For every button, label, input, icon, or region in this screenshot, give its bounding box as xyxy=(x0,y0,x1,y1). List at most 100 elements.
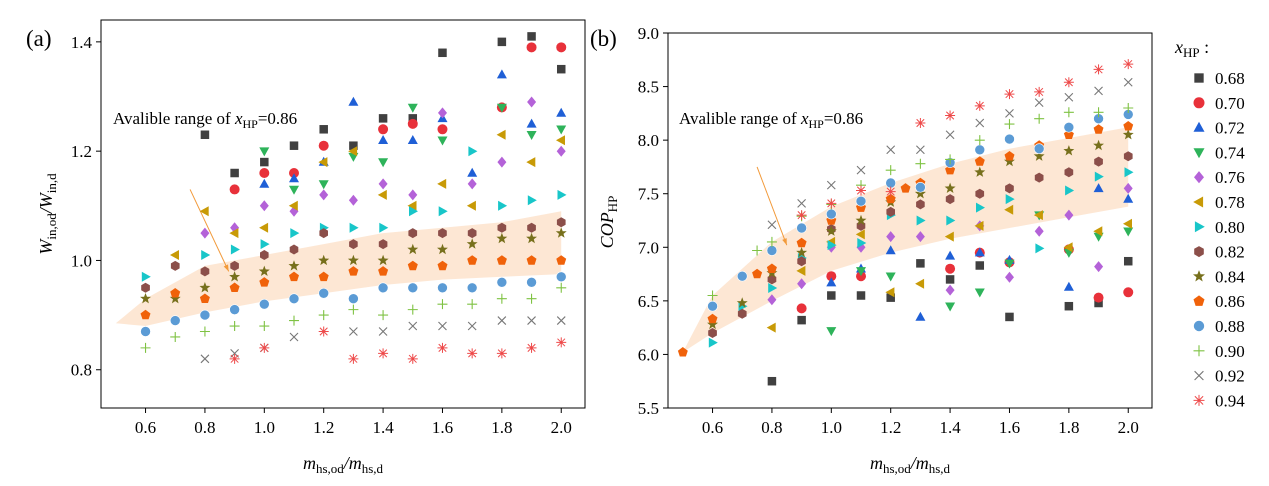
data-point-x082 xyxy=(1094,156,1103,167)
available-range-band-a xyxy=(115,211,562,326)
data-point-x072 xyxy=(259,178,270,188)
data-point-x074 xyxy=(856,267,866,277)
data-point-x080 xyxy=(827,240,837,251)
data-point-x094 xyxy=(826,198,837,209)
data-point-x086 xyxy=(378,266,389,276)
arrow-line xyxy=(189,189,230,272)
data-point-x090 xyxy=(974,135,985,146)
x-axis-label-b: mhs,od/mhs,d xyxy=(870,453,951,476)
data-point-x092 xyxy=(856,165,866,175)
data-point-x080 xyxy=(1065,185,1075,196)
legend-marker xyxy=(1194,370,1204,381)
data-point-x068 xyxy=(556,64,566,74)
data-point-x074 xyxy=(318,180,329,190)
data-point-x082 xyxy=(289,244,299,255)
data-point-x088 xyxy=(1063,121,1075,133)
data-point-x090 xyxy=(259,321,270,332)
x-tick-label: 1.2 xyxy=(313,418,334,437)
data-point-x092 xyxy=(527,316,536,325)
y-tick-label: 6.0 xyxy=(638,345,659,364)
data-point-x086 xyxy=(318,271,329,282)
legend-label: 0.84 xyxy=(1215,267,1245,286)
data-point-x094 xyxy=(378,348,389,359)
data-point-x068 xyxy=(230,168,239,178)
data-point-x090 xyxy=(1034,113,1045,124)
data-point-x068 xyxy=(945,275,955,284)
data-point-x094 xyxy=(229,353,240,364)
data-point-x092 xyxy=(1094,86,1103,96)
plot-frame-a xyxy=(100,19,586,409)
data-point-x078 xyxy=(437,178,447,189)
legend-label: 0.88 xyxy=(1215,317,1245,336)
legend-marker xyxy=(1193,295,1205,306)
data-point-x094 xyxy=(437,342,448,353)
data-point-x076 xyxy=(767,294,777,306)
panel-b: (b) Avalible range of xHP=0.86 0.6 0.8 1.0… xyxy=(590,24,1153,476)
data-point-x070 xyxy=(526,42,537,53)
legend-marker xyxy=(1193,270,1205,282)
data-point-x076 xyxy=(319,189,329,201)
annotation-a: Avalible range of xHP=0.86 xyxy=(113,109,297,131)
data-point-x074 xyxy=(1123,227,1134,237)
data-point-x094 xyxy=(945,110,956,121)
x-tick-label: 1.6 xyxy=(999,418,1020,437)
data-point-x088 xyxy=(826,208,837,220)
panel-a: (a) Avalible range of xHP=0.86 0.6 0.8 1.0… xyxy=(26,19,586,476)
data-point-x092 xyxy=(1123,77,1133,87)
data-point-x078 xyxy=(407,200,417,211)
data-point-x084 xyxy=(1093,139,1104,151)
data-point-x082 xyxy=(1005,183,1014,194)
x-tick-label: 1.2 xyxy=(880,418,901,437)
data-point-x070 xyxy=(407,118,418,129)
data-point-x084 xyxy=(555,227,567,238)
data-point-x090 xyxy=(496,293,507,304)
data-point-x090 xyxy=(1123,103,1134,113)
data-point-x092 xyxy=(916,145,925,155)
data-point-x084 xyxy=(796,246,808,258)
data-point-x082 xyxy=(408,228,418,239)
data-point-x074 xyxy=(974,288,985,298)
data-point-x092 xyxy=(378,327,388,336)
legend-label: 0.72 xyxy=(1215,119,1245,138)
data-point-x078 xyxy=(229,228,239,239)
legend-marker xyxy=(1194,73,1204,83)
data-point-x088 xyxy=(169,315,181,326)
data-point-x090 xyxy=(199,326,210,337)
data-point-x086 xyxy=(766,263,777,273)
data-point-x088 xyxy=(555,271,567,283)
data-point-x094 xyxy=(974,100,985,111)
data-point-x090 xyxy=(467,299,478,310)
data-point-x074 xyxy=(526,131,537,140)
data-point-x070 xyxy=(1123,287,1134,298)
data-point-x074 xyxy=(289,185,299,195)
data-point-x080 xyxy=(290,228,300,239)
data-point-x076 xyxy=(200,227,210,239)
data-point-x078 xyxy=(199,206,209,217)
x-tick-label: 1.6 xyxy=(432,418,453,437)
data-point-x090 xyxy=(318,310,329,321)
data-point-x082 xyxy=(378,239,388,250)
data-point-x076 xyxy=(378,178,388,190)
y-tick-label: 9.0 xyxy=(638,24,659,43)
x-tick-label: 1.0 xyxy=(254,418,275,437)
data-point-x082 xyxy=(886,206,895,217)
data-point-x084 xyxy=(377,254,389,266)
data-point-x076 xyxy=(886,231,896,243)
data-point-x086 xyxy=(974,156,985,166)
data-point-x090 xyxy=(707,290,718,301)
data-point-x090 xyxy=(885,165,896,176)
data-point-x078 xyxy=(170,250,179,260)
data-point-x088 xyxy=(437,282,448,294)
data-point-x078 xyxy=(288,200,298,211)
data-point-x076 xyxy=(1123,182,1133,194)
x-tick-label: 2.0 xyxy=(1118,418,1139,437)
data-point-x068 xyxy=(497,37,507,47)
legend-entry-076: 0.76 xyxy=(1194,168,1245,187)
data-point-x084 xyxy=(496,232,508,244)
data-point-x086 xyxy=(796,237,807,248)
data-point-x080 xyxy=(349,222,359,233)
data-point-x072 xyxy=(1123,193,1134,203)
data-point-x076 xyxy=(1064,209,1074,221)
data-point-x086 xyxy=(677,347,688,357)
data-point-x088 xyxy=(199,309,211,321)
